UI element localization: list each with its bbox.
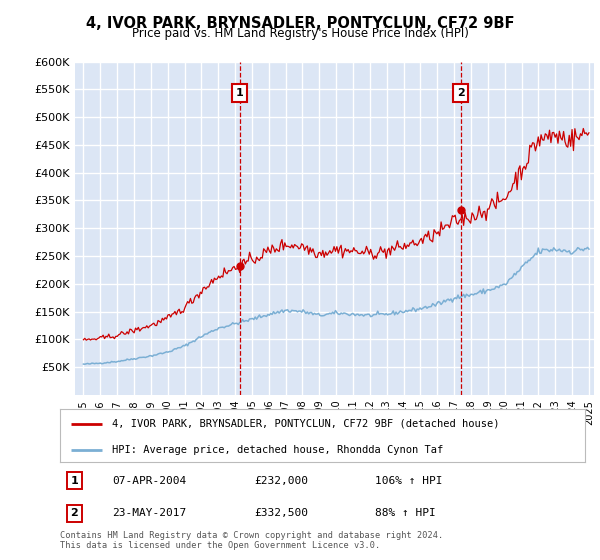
Text: 1: 1 [71, 476, 78, 486]
Text: 4, IVOR PARK, BRYNSADLER, PONTYCLUN, CF72 9BF: 4, IVOR PARK, BRYNSADLER, PONTYCLUN, CF7… [86, 16, 514, 31]
Text: £232,000: £232,000 [254, 476, 308, 486]
Text: 2: 2 [457, 88, 464, 98]
Text: £332,500: £332,500 [254, 508, 308, 518]
Text: 4, IVOR PARK, BRYNSADLER, PONTYCLUN, CF72 9BF (detached house): 4, IVOR PARK, BRYNSADLER, PONTYCLUN, CF7… [113, 419, 500, 429]
Text: 2: 2 [71, 508, 78, 518]
Text: HPI: Average price, detached house, Rhondda Cynon Taf: HPI: Average price, detached house, Rhon… [113, 445, 444, 455]
Text: 88% ↑ HPI: 88% ↑ HPI [375, 508, 436, 518]
Text: 106% ↑ HPI: 106% ↑ HPI [375, 476, 443, 486]
Text: Contains HM Land Registry data © Crown copyright and database right 2024.
This d: Contains HM Land Registry data © Crown c… [60, 531, 443, 550]
Text: 07-APR-2004: 07-APR-2004 [113, 476, 187, 486]
Text: 23-MAY-2017: 23-MAY-2017 [113, 508, 187, 518]
Text: 1: 1 [236, 88, 244, 98]
Text: Price paid vs. HM Land Registry's House Price Index (HPI): Price paid vs. HM Land Registry's House … [131, 27, 469, 40]
